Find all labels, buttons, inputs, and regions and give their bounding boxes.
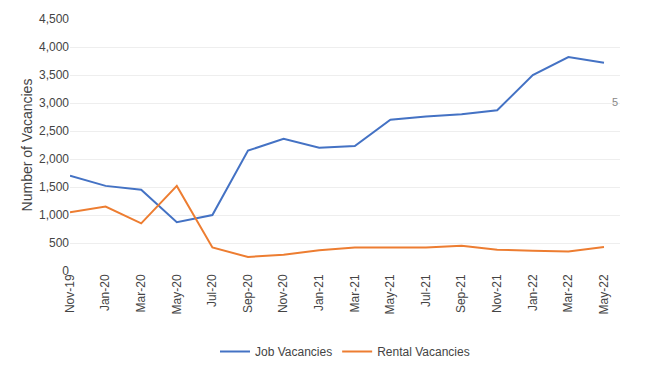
svg-text:Job Vacancies: Job Vacancies — [255, 345, 332, 359]
svg-text:Sep-21: Sep-21 — [455, 274, 469, 313]
svg-text:Mar-20: Mar-20 — [134, 274, 148, 312]
svg-text:Nov-21: Nov-21 — [490, 274, 504, 313]
svg-text:5: 5 — [612, 96, 618, 108]
svg-text:May-22: May-22 — [597, 274, 611, 314]
svg-text:Mar-22: Mar-22 — [561, 274, 575, 312]
svg-text:Jan-20: Jan-20 — [99, 274, 113, 311]
svg-text:1,000: 1,000 — [39, 208, 69, 222]
svg-text:0: 0 — [62, 264, 69, 278]
svg-text:4,000: 4,000 — [39, 40, 69, 54]
svg-text:Nov-19: Nov-19 — [63, 274, 77, 313]
svg-text:500: 500 — [49, 236, 69, 250]
svg-text:Number of Vacancies: Number of Vacancies — [19, 79, 35, 212]
svg-text:Mar-21: Mar-21 — [348, 274, 362, 312]
svg-text:Nov-20: Nov-20 — [277, 274, 291, 313]
svg-text:Sep-20: Sep-20 — [241, 274, 255, 313]
svg-text:Jan-22: Jan-22 — [526, 274, 540, 311]
svg-text:3,500: 3,500 — [39, 68, 69, 82]
svg-text:Jan-21: Jan-21 — [312, 274, 326, 311]
svg-text:May-20: May-20 — [170, 274, 184, 314]
svg-text:Jul-20: Jul-20 — [205, 274, 219, 307]
svg-text:2,500: 2,500 — [39, 124, 69, 138]
svg-text:Jul-21: Jul-21 — [419, 274, 433, 307]
svg-text:3,000: 3,000 — [39, 96, 69, 110]
svg-text:4,500: 4,500 — [39, 12, 69, 26]
svg-text:May-21: May-21 — [383, 274, 397, 314]
svg-text:2,000: 2,000 — [39, 152, 69, 166]
svg-text:Rental Vacancies: Rental Vacancies — [377, 345, 470, 359]
svg-text:1,500: 1,500 — [39, 180, 69, 194]
